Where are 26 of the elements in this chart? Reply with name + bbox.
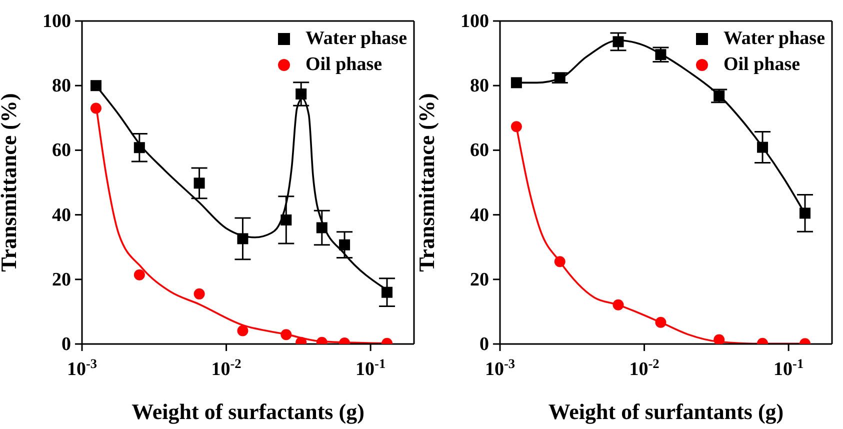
y-tick-label: 60: [52, 140, 71, 162]
y-tick-label: 80: [470, 76, 489, 97]
x-tick-label: 10$^{-1}$: [774, 356, 804, 380]
x-axis-title: Weight of surfactants (g): [132, 399, 364, 424]
x-tick-label: 10$^{-1}$: [356, 356, 386, 380]
y-tick-label: 80: [52, 76, 71, 97]
y-tick-label: 40: [470, 204, 489, 226]
y-tick-label: 20: [52, 269, 71, 290]
y-tick-label: 20: [470, 269, 489, 290]
y-tick-label: 0: [480, 334, 489, 355]
y-axis-title: Transmittance (%): [414, 93, 439, 272]
y-axis-title: Transmittance (%): [0, 93, 21, 272]
y-tick-label: 100: [460, 11, 489, 32]
y-tick-label: 0: [62, 334, 71, 355]
x-tick-label: 10$^{-2}$: [211, 356, 242, 380]
x-axis-title: Weight of surfantants (g): [548, 399, 784, 424]
y-tick-label: 100: [42, 11, 71, 32]
legend-label: Water phase: [305, 27, 407, 51]
legend-label: Oil phase: [723, 53, 800, 77]
legend-label: Oil phase: [305, 53, 382, 77]
legend-label: Water phase: [723, 27, 825, 51]
x-tick-label: 10$^{-3}$: [66, 356, 98, 380]
y-tick-label: 40: [52, 204, 71, 226]
y-tick-label: 60: [470, 140, 489, 162]
x-tick-label: 10$^{-2}$: [629, 356, 660, 380]
x-tick-label: 10$^{-3}$: [484, 356, 516, 380]
